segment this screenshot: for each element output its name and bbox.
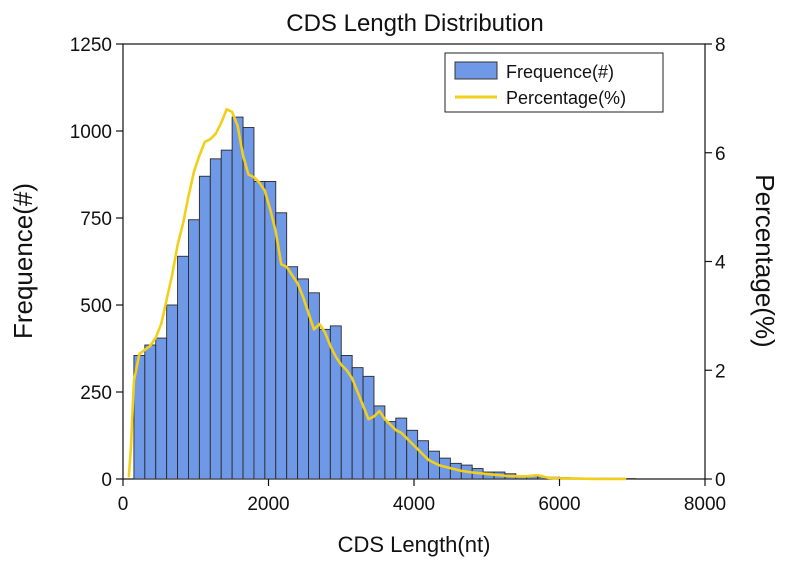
histogram-bars bbox=[133, 116, 637, 480]
histogram-bar bbox=[362, 375, 375, 480]
y-tick-label: 0 bbox=[101, 470, 112, 491]
x-axis-title: CDS Length(nt) bbox=[338, 532, 491, 557]
y-tick-label: 750 bbox=[80, 209, 112, 230]
histogram-bar bbox=[275, 212, 288, 480]
y2-tick-label: 4 bbox=[715, 253, 726, 274]
y2-tick-label: 8 bbox=[715, 35, 726, 56]
chart-title: CDS Length Distribution bbox=[286, 10, 543, 37]
y-tick-label: 500 bbox=[80, 296, 112, 317]
histogram-bar bbox=[395, 417, 408, 480]
y-tick-label: 1250 bbox=[70, 35, 112, 56]
legend-label-percentage: Percentage(%) bbox=[506, 88, 626, 108]
x-tick-label: 4000 bbox=[393, 494, 435, 515]
histogram-bar bbox=[166, 304, 179, 480]
y-axis-title: Frequence(#) bbox=[8, 183, 38, 339]
histogram-bar bbox=[155, 337, 168, 480]
x-tick-label: 2000 bbox=[247, 494, 289, 515]
histogram-bar bbox=[253, 181, 266, 480]
y-tick-label: 1000 bbox=[70, 122, 112, 143]
legend-label-frequence: Frequence(#) bbox=[506, 62, 614, 82]
histogram-bar bbox=[231, 116, 244, 480]
histogram-bar bbox=[188, 219, 200, 480]
x-tick-label: 0 bbox=[118, 494, 129, 515]
axes: 0 2000 4000 6000 8000 0 250 500 750 1000 1250 0 2 4 6 8 bbox=[70, 35, 726, 515]
histogram-bar bbox=[318, 328, 331, 480]
histogram-bar bbox=[177, 255, 189, 480]
x-tick-label: 6000 bbox=[538, 494, 580, 515]
histogram-bar bbox=[406, 429, 419, 480]
histogram-bar bbox=[144, 344, 157, 480]
legend: Frequence(#) Percentage(%) bbox=[444, 52, 664, 113]
histogram-bar bbox=[209, 158, 222, 480]
y2-axis-title: Percentage(%) bbox=[750, 174, 780, 347]
percentage-line-group bbox=[127, 107, 627, 481]
percentage-line bbox=[127, 107, 627, 481]
histogram-bar bbox=[286, 266, 299, 480]
histogram-bar bbox=[198, 175, 211, 480]
y2-tick-label: 2 bbox=[715, 361, 726, 382]
x-tick-label: 8000 bbox=[684, 494, 726, 515]
y-tick-label: 250 bbox=[80, 383, 112, 404]
y2-tick-label: 6 bbox=[715, 144, 726, 165]
y2-tick-label: 0 bbox=[715, 470, 726, 491]
legend-swatch-frequence bbox=[454, 61, 498, 80]
histogram-bar bbox=[242, 127, 255, 480]
histogram-bar bbox=[220, 149, 233, 480]
